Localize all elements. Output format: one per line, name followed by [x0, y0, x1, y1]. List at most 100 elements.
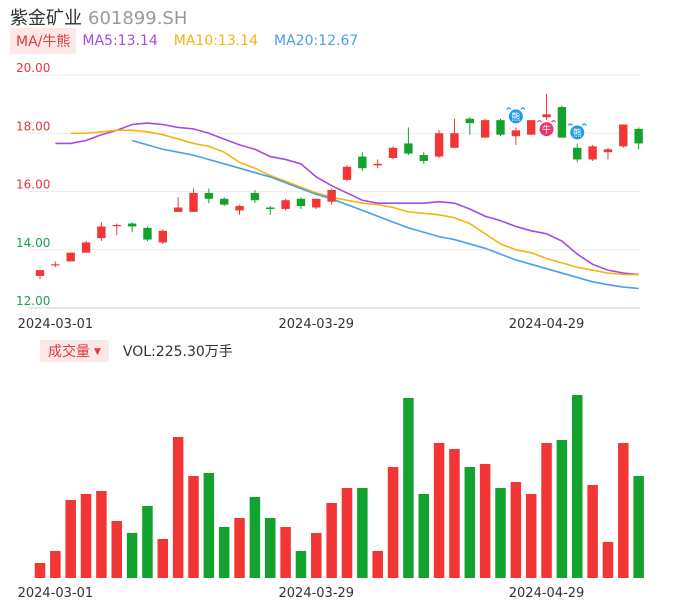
volume-bar [50, 551, 61, 578]
candle-body [342, 166, 352, 180]
stock-name: 紫金矿业 [10, 8, 82, 29]
date-tick-label: 2024-04-29 [509, 317, 585, 332]
volume-bar [188, 476, 199, 578]
volume-bar [433, 443, 445, 578]
candle-body [327, 190, 336, 202]
volume-bar [464, 467, 476, 578]
bear-marker-icon[interactable]: 熊 [567, 123, 587, 140]
volume-bar [172, 437, 184, 578]
bear-marker-label: 熊 [573, 127, 582, 139]
volume-bar [80, 494, 92, 578]
volume-bar [96, 491, 107, 578]
bull-marker-icon[interactable]: 牛 [537, 120, 557, 137]
candle-body [296, 198, 306, 207]
candle-body [465, 118, 474, 124]
candle-body [127, 223, 137, 227]
candle-body [634, 128, 643, 144]
candle-body [619, 124, 628, 147]
volume-bar [541, 443, 552, 578]
volume-bar [249, 497, 261, 578]
volume-tag-label: 成交量 [48, 344, 90, 360]
candle-body [173, 207, 183, 212]
ma10-legend: MA10:13.14 [173, 33, 259, 49]
volume-bar [403, 398, 414, 578]
volume-date-tick-label: 2024-03-01 [18, 586, 94, 601]
volume-bar [372, 551, 383, 578]
volume-bar [510, 482, 522, 578]
bear-marker-icon[interactable]: 熊 [506, 107, 526, 124]
candle-body [143, 227, 152, 240]
volume-bar [418, 494, 429, 578]
volume-bar [142, 506, 153, 578]
bull-marker-label: 牛 [542, 124, 551, 136]
volume-bar [34, 563, 46, 578]
volume-indicator-toggle[interactable]: 成交量 ▼ [40, 340, 109, 362]
price-tick-label: 18.00 [16, 119, 50, 133]
candle-body [573, 147, 582, 160]
candle-body [35, 270, 45, 276]
candle-body [404, 143, 413, 154]
candle-body [281, 200, 290, 209]
volume-bar [572, 395, 583, 578]
candle-body [250, 192, 260, 201]
volume-bar [218, 527, 230, 578]
volume-bar [587, 485, 598, 578]
ma-legend: MA/牛熊 MA5:13.14 MA10:13.14 MA20:12.67 [10, 28, 374, 54]
candle-body [557, 107, 567, 138]
volume-bar [556, 440, 568, 578]
ma20-line [131, 139, 639, 290]
candle-body [496, 120, 505, 135]
candle-body [81, 242, 91, 253]
price-tick-label: 14.00 [16, 236, 50, 250]
volume-date-tick-label: 2024-03-29 [279, 586, 355, 601]
bear-marker-label: 熊 [511, 111, 520, 123]
price-tick-label: 20.00 [16, 61, 50, 75]
candle-body [388, 147, 398, 159]
candle-body [97, 226, 106, 239]
volume-bar [618, 443, 629, 578]
volume-bar [357, 488, 368, 578]
candle-body [66, 252, 75, 262]
ma5-line [55, 122, 639, 276]
volume-bar [203, 473, 215, 578]
caret-down-icon: ▼ [94, 347, 101, 357]
price-tick-label: 16.00 [16, 178, 50, 192]
ma-indicator-toggle[interactable]: MA/牛熊 [10, 28, 77, 54]
volume-legend: 成交量 ▼ VOL:225.30万手 [40, 340, 233, 362]
volume-bar [157, 539, 169, 578]
candle-body [542, 114, 551, 118]
candle-body [158, 230, 167, 243]
volume-bar [280, 527, 291, 578]
candle-body [51, 264, 60, 266]
price-tick-label: 12.00 [16, 294, 50, 308]
volume-bar [65, 500, 76, 578]
volume-bar [525, 494, 537, 578]
candle-body [419, 155, 428, 161]
candle-body [588, 146, 597, 160]
candle-body [603, 149, 613, 153]
volume-bar [234, 518, 245, 578]
volume-bar [265, 518, 276, 578]
candle-body [189, 192, 198, 212]
volume-bar [633, 476, 644, 578]
stock-code: 601899.SH [88, 8, 188, 29]
ma5-legend: MA5:13.14 [82, 33, 158, 49]
candle-body [434, 133, 444, 157]
candle-body [480, 120, 490, 138]
candle-body [527, 120, 536, 135]
volume-bar [341, 488, 353, 578]
volume-date-tick-label: 2024-04-29 [509, 586, 585, 601]
volume-bar [602, 542, 614, 578]
candle-body [220, 198, 229, 205]
volume-bar [449, 449, 460, 578]
candle-body [312, 198, 321, 208]
volume-bar [326, 503, 337, 578]
ma20-legend: MA20:12.67 [274, 33, 359, 49]
candle-body [511, 130, 521, 137]
date-tick-label: 2024-03-29 [279, 317, 355, 332]
stock-title: 紫金矿业 601899.SH [10, 4, 187, 30]
candle-body [358, 156, 367, 169]
volume-bar [295, 551, 307, 578]
candle-body [204, 192, 214, 199]
